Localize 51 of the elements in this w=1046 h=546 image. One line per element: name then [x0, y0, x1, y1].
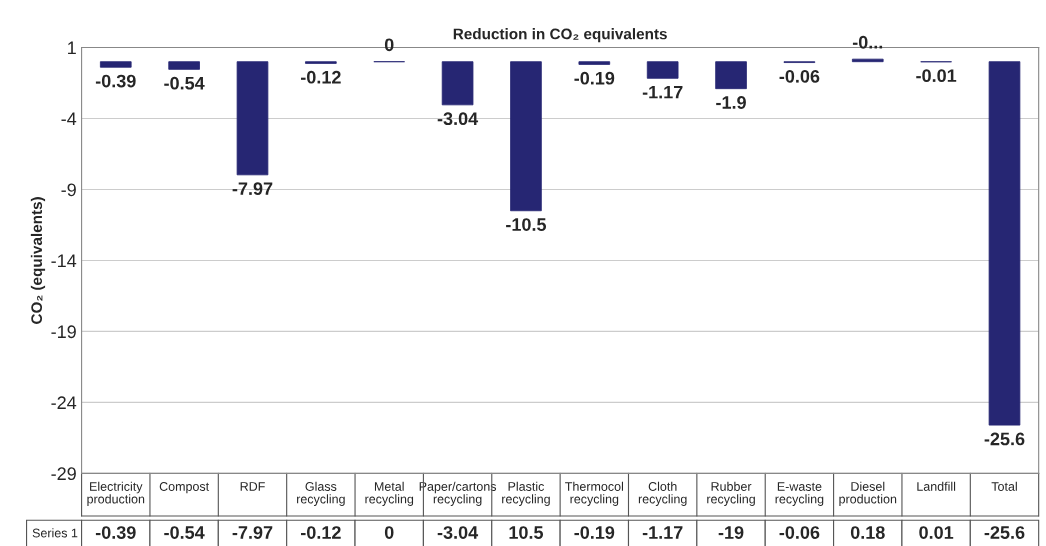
x-tick-label: Total: [991, 481, 1017, 491]
x-tick-label: Thermocol recycling: [565, 481, 623, 506]
text: 10.5: [509, 526, 544, 539]
data-label: -3.04: [437, 112, 479, 126]
text: -19: [718, 526, 744, 539]
x-tick-label: Rubber recycling: [707, 481, 755, 506]
y-axis-title: CO₂ (equivalents): [30, 197, 46, 324]
data-label: -1.17: [642, 85, 683, 99]
y-tick-label: -9: [61, 183, 76, 197]
text: -0.54: [164, 526, 205, 539]
x-tick-label: Cloth recycling: [638, 481, 687, 506]
y-tick-label: -4: [61, 112, 77, 126]
data-label: -0.54: [164, 76, 205, 90]
text: -0.19: [574, 526, 615, 539]
x-tick-label: Compost: [159, 482, 210, 494]
y-tick-label: -24: [51, 396, 77, 409]
x-tick-label: E-waste recycling: [775, 482, 824, 506]
data-label: 0: [384, 38, 394, 52]
text: -25.6: [984, 526, 1025, 539]
x-tick-label: RDF: [240, 482, 265, 491]
x-tick-label: Plastic recycling: [502, 481, 550, 506]
y-tick-label: -14: [51, 254, 77, 267]
data-label: -0...: [852, 35, 883, 49]
y-tick-label: -19: [51, 325, 76, 339]
text: -1.17: [642, 526, 683, 539]
data-label: -0.12: [300, 70, 341, 84]
text: -0.12: [300, 526, 341, 539]
y-tick-label: 1: [68, 41, 76, 55]
x-tick-label: Diesel production: [839, 481, 897, 506]
text: -0.39: [95, 526, 136, 539]
text: 0.18: [850, 526, 885, 539]
data-label: -0.39: [95, 74, 136, 88]
y-tick-label: -29: [51, 467, 76, 481]
chart-title: Reduction in CO₂ equivalents: [453, 28, 667, 43]
x-tick-label: Metal recycling: [365, 481, 414, 506]
text: -7.97: [232, 526, 273, 539]
text: -3.04: [437, 526, 479, 539]
text: -0.06: [779, 526, 820, 539]
data-label: -25.6: [984, 432, 1025, 446]
data-label: -0.19: [574, 71, 615, 85]
x-tick-label: Glass recycling: [297, 481, 345, 506]
x-tick-label: Landfill: [917, 481, 956, 491]
text: 0: [384, 526, 394, 539]
data-label: -0.06: [779, 69, 820, 83]
data-label: -10.5: [506, 218, 547, 231]
data-label: -7.97: [232, 182, 273, 196]
x-tick-label: Electricity production: [87, 481, 145, 506]
text: Series 1: [32, 528, 78, 538]
data-label: -1.9: [716, 96, 746, 109]
text: 0.01: [919, 526, 954, 539]
data-label: -0.01: [916, 69, 957, 83]
